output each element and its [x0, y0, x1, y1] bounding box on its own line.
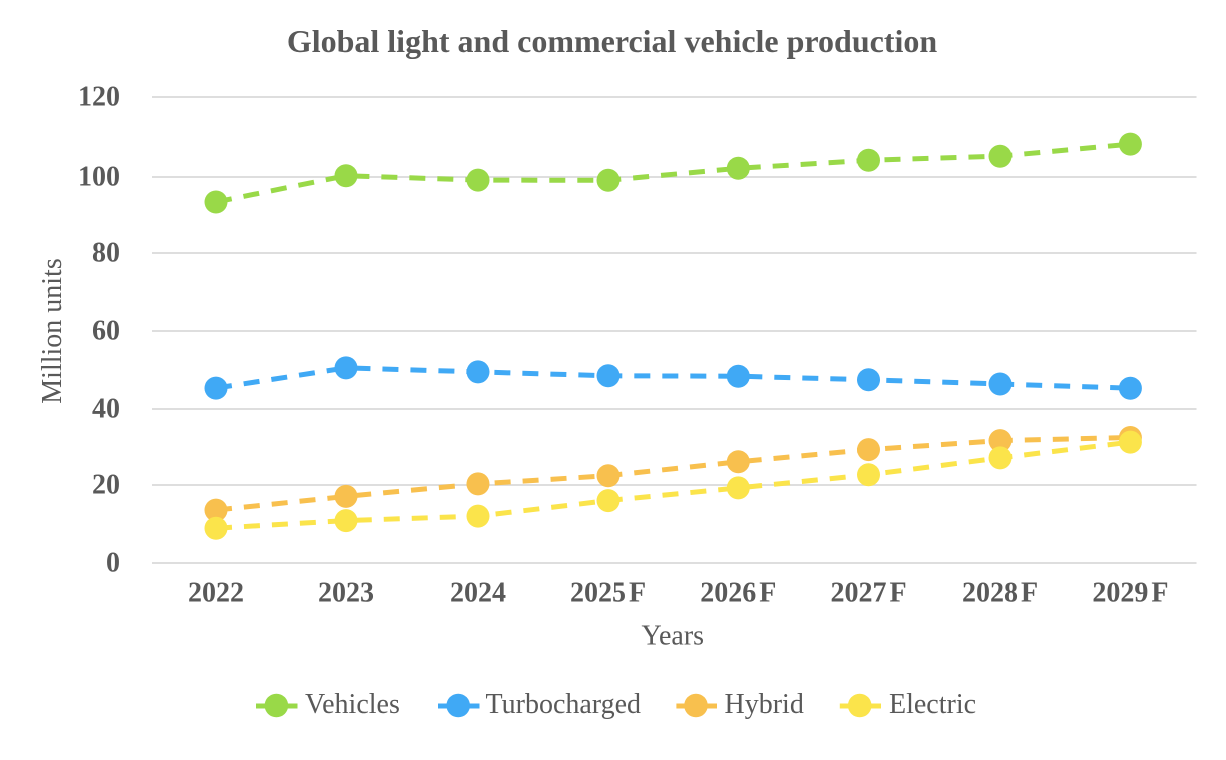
svg-text:80: 80	[92, 238, 120, 269]
svg-text:100: 100	[78, 162, 120, 193]
svg-text:2029 F: 2029 F	[1092, 578, 1168, 609]
svg-text:Hybrid: Hybrid	[725, 689, 804, 720]
svg-text:2024: 2024	[450, 578, 506, 609]
svg-text:2026 F: 2026 F	[700, 578, 776, 609]
svg-text:Vehicles: Vehicles	[305, 689, 400, 720]
svg-text:2023: 2023	[318, 578, 374, 609]
svg-text:2027 F: 2027 F	[830, 578, 906, 609]
svg-text:Global light and commercial ve: Global light and commercial vehicle prod…	[287, 23, 938, 59]
svg-text:2028 F: 2028 F	[962, 578, 1038, 609]
svg-text:2025 F: 2025 F	[570, 578, 646, 609]
svg-text:20: 20	[92, 470, 120, 501]
svg-text:60: 60	[92, 316, 120, 347]
svg-text:Years: Years	[642, 621, 705, 652]
svg-text:0: 0	[106, 548, 120, 579]
svg-text:Million units: Million units	[37, 258, 68, 403]
svg-text:120: 120	[78, 82, 120, 113]
svg-text:2022: 2022	[188, 578, 244, 609]
svg-text:Electric: Electric	[889, 689, 976, 720]
svg-text:40: 40	[92, 394, 120, 425]
svg-text:Turbocharged: Turbocharged	[486, 689, 642, 720]
